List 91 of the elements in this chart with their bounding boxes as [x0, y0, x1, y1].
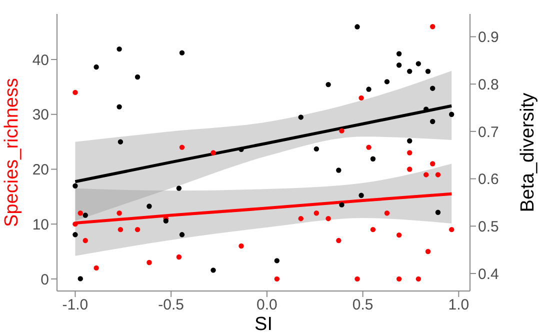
- y-tick-label: 30: [32, 106, 49, 124]
- point: [336, 168, 342, 173]
- point: [366, 86, 372, 92]
- point: [314, 146, 320, 152]
- point: [82, 238, 88, 244]
- point: [354, 276, 360, 282]
- y2-tick-label: 0.5: [478, 218, 499, 236]
- point: [384, 79, 390, 84]
- point: [384, 210, 390, 216]
- point: [298, 216, 304, 222]
- point: [396, 232, 402, 238]
- point: [326, 216, 331, 222]
- point: [134, 74, 140, 80]
- point: [370, 226, 376, 232]
- point: [210, 150, 216, 156]
- point: [430, 118, 436, 124]
- point: [339, 202, 344, 208]
- x-tick-label: -1.0: [62, 296, 88, 314]
- point: [358, 95, 364, 101]
- point: [326, 82, 331, 88]
- y-axis-title: Species_richness: [2, 78, 22, 227]
- point: [396, 62, 402, 68]
- point: [407, 138, 412, 144]
- point: [176, 254, 182, 260]
- point: [430, 161, 436, 166]
- point: [407, 150, 412, 156]
- point: [370, 156, 376, 162]
- point: [336, 238, 342, 244]
- y-tick-label: 10: [32, 216, 49, 234]
- y2-tick-label: 0.4: [478, 266, 499, 283]
- point: [72, 183, 78, 188]
- point: [118, 226, 124, 232]
- point: [339, 128, 344, 134]
- point: [118, 139, 124, 144]
- point: [448, 112, 454, 117]
- point: [358, 192, 364, 198]
- point: [94, 265, 99, 271]
- point: [116, 104, 122, 110]
- point: [238, 243, 244, 249]
- point: [72, 221, 78, 227]
- point: [423, 172, 429, 178]
- point: [238, 146, 244, 152]
- point: [435, 172, 441, 178]
- y-tick-label: 0: [40, 271, 49, 288]
- point: [396, 51, 402, 56]
- point: [94, 64, 99, 70]
- point: [298, 114, 304, 120]
- point: [425, 248, 431, 254]
- point: [179, 232, 185, 238]
- point: [354, 24, 360, 30]
- point: [210, 268, 216, 273]
- x-tick-label: -0.5: [158, 296, 184, 314]
- point: [416, 61, 422, 66]
- point: [134, 226, 140, 232]
- point: [146, 260, 152, 266]
- point: [146, 204, 152, 209]
- point: [82, 212, 88, 218]
- point: [179, 50, 185, 56]
- x-tick-label: 0.0: [256, 296, 278, 314]
- point: [163, 218, 169, 224]
- point: [314, 210, 320, 216]
- x-tick-label: 0.5: [352, 296, 374, 314]
- y2-tick-label: 0.8: [478, 76, 499, 94]
- point: [425, 68, 431, 74]
- point: [366, 144, 372, 150]
- point: [274, 276, 280, 282]
- y2-tick-label: 0.9: [478, 29, 499, 46]
- point: [116, 210, 122, 216]
- point: [430, 24, 436, 30]
- y2-tick-label: 0.7: [478, 124, 499, 141]
- point: [407, 68, 412, 74]
- x-axis-title: SI: [254, 314, 272, 334]
- x-tick-label: 1.0: [448, 296, 470, 314]
- point: [435, 210, 441, 215]
- point: [274, 258, 280, 264]
- y2-tick-label: 0.6: [478, 171, 499, 188]
- point: [78, 210, 83, 216]
- y2-axis-title: Beta_diversity: [518, 92, 538, 212]
- point: [430, 86, 436, 91]
- point: [176, 186, 182, 191]
- point: [78, 276, 83, 282]
- point: [72, 232, 78, 238]
- point: [179, 144, 185, 150]
- y-tick-label: 20: [32, 162, 49, 179]
- y-tick-label: 40: [32, 52, 49, 69]
- point: [396, 276, 402, 282]
- point: [116, 46, 122, 52]
- point: [72, 90, 78, 96]
- point: [416, 276, 422, 282]
- point: [407, 166, 412, 172]
- point: [448, 226, 454, 232]
